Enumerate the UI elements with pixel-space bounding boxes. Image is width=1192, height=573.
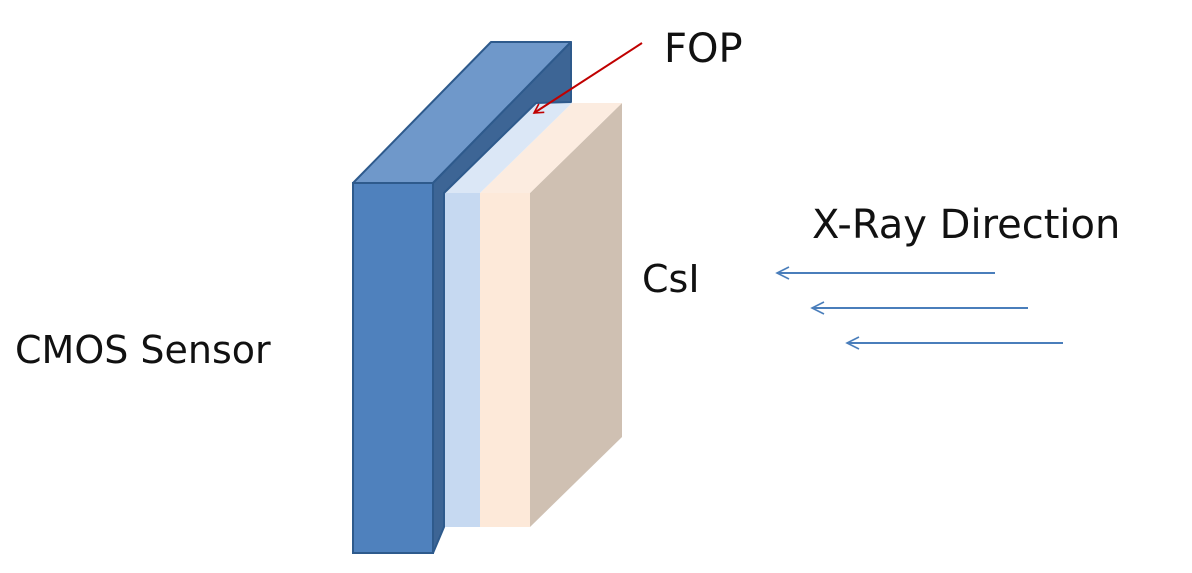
csi-side-face <box>530 103 622 527</box>
fop-label: FOP <box>664 26 743 72</box>
xray-arrows <box>775 266 1063 350</box>
fop-top-face <box>444 103 572 193</box>
cmos-layer <box>352 41 572 554</box>
cmos-front-face <box>352 182 434 554</box>
fop-layer <box>444 103 572 527</box>
cmos-side-face <box>432 41 572 554</box>
csi-front-face <box>480 193 530 527</box>
csi-label: CsI <box>642 257 700 301</box>
xray-direction-label: X-Ray Direction <box>812 202 1120 248</box>
csi-top-face <box>480 103 622 193</box>
cmos-sensor-label: CMOS Sensor <box>15 328 271 372</box>
fop-front-face <box>444 193 480 527</box>
fop-pointer-arrow <box>532 42 643 114</box>
csi-layer <box>480 103 622 527</box>
